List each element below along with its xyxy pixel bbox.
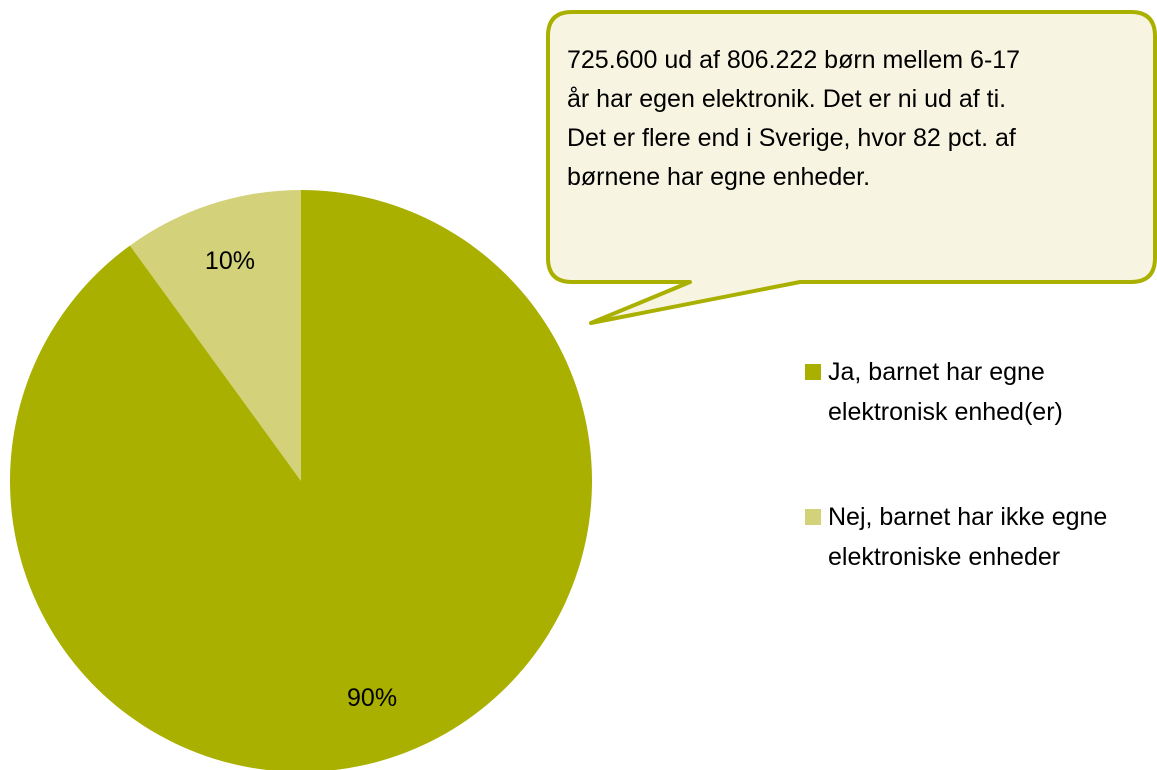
slice-label: 10%: [205, 247, 255, 275]
callout-text: Det er flere end i Sverige, hvor 82 pct.…: [567, 124, 1016, 191]
legend-swatch: [805, 364, 821, 380]
pie-slice: [10, 190, 592, 770]
legend-swatch: [805, 509, 821, 525]
pie-slice: [129, 190, 301, 481]
legend-label: Nej, barnet har ikke egne elektroniske e…: [828, 503, 1108, 571]
legend-label: Ja, barnet har egne elektronisk enhed(er…: [828, 358, 1063, 426]
slice-label: 90%: [347, 684, 397, 712]
callout-bubble: [546, 10, 1157, 325]
callout: 725.600 ud af 806.222 børn mellem 6-17 å…: [567, 41, 1037, 197]
callout-text: 725.600 ud af 806.222 børn mellem 6-17 å…: [567, 46, 1021, 113]
